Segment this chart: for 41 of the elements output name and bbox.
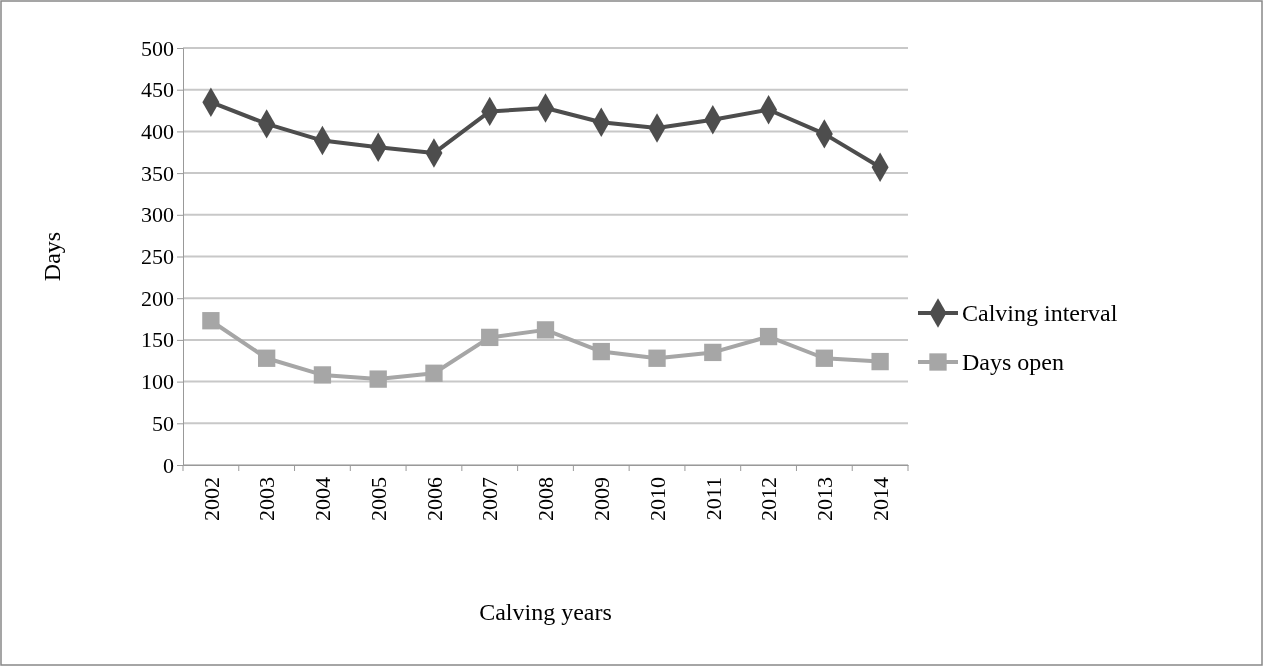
y-tick-label: 450 [141,77,174,103]
y-tick-label: 50 [152,410,174,436]
y-tick-label: 300 [141,202,174,228]
point [536,321,555,339]
x-tick-label: 2006 [421,477,447,521]
point [759,327,778,346]
point [369,370,387,388]
y-tick-label: 200 [141,285,174,311]
x-tick-label: 2002 [198,477,224,521]
x-tick-label: 2004 [310,477,336,521]
point [871,352,889,371]
x-axis-title: Calving years [479,599,612,625]
legend-label: Calving interval [962,300,1118,327]
point [202,312,220,330]
y-tick-label: 400 [141,118,174,144]
point [704,343,722,362]
x-tick-label: 2012 [756,477,782,521]
x-tick-label: 2010 [644,477,670,521]
y-axis-title: Days [39,231,65,282]
point [425,364,443,382]
x-tick-label: 2007 [477,477,503,521]
y-tick-label: 500 [141,35,174,61]
point [313,366,332,384]
point [481,328,499,347]
x-tick-label: 2011 [700,477,726,521]
y-tick-label: 100 [141,369,174,395]
x-tick-label: 2003 [254,477,280,521]
point [257,349,276,367]
y-tick-label: 250 [141,244,174,270]
x-tick-label: 2013 [812,477,838,521]
x-tick-label: 2014 [867,477,893,521]
point [815,349,834,367]
x-tick-label: 2009 [588,477,614,521]
y-tick-label: 0 [163,452,174,478]
y-tick-label: 350 [141,160,174,186]
x-tick-label: 2008 [533,477,559,521]
point [648,349,666,367]
y-tick-label: 150 [141,327,174,353]
point [592,342,610,361]
x-tick-label: 2005 [365,477,391,521]
legend-label: Days open [962,349,1064,376]
